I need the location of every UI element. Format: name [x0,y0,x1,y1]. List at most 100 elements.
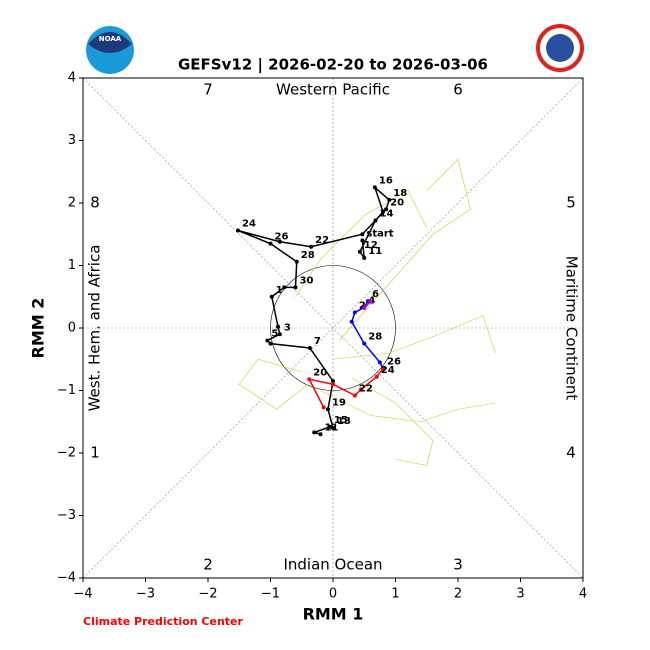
track-point [265,338,270,343]
y-tick-label: 2 [68,196,76,211]
track-line [237,185,391,435]
day-label: 2 [359,300,366,311]
x-tick-label: 4 [579,587,587,602]
phase-label: 1 [90,444,100,462]
logo-text: NOAA [99,35,122,43]
y-tick-label: 3 [68,133,76,148]
track-point [352,393,357,398]
track-point [362,306,367,310]
y-axis-label: RMM 2 [29,298,48,359]
track-point [327,424,332,429]
noaa-logo-top [88,32,132,53]
day-label: 28 [301,250,315,261]
chart-title: GEFSv12 | 2026-02-20 to 2026-03-06 [178,56,488,75]
region-label: Maritime Continent [563,256,581,401]
region-label: Indian Ocean [283,556,382,574]
track-point [318,432,323,437]
day-label: 15 [334,415,348,426]
x-tick-label: −2 [198,587,217,602]
day-label: 13 [337,416,351,427]
track-point [307,346,312,350]
day-label: 26 [387,357,401,368]
day-label: 7 [314,336,321,347]
track-point [374,374,379,379]
day-label: 16 [379,175,393,186]
day-label: 3 [284,322,291,333]
track-point [276,324,280,329]
y-tick-label: −2 [57,446,76,461]
phase-label: 7 [203,81,213,99]
credit: Climate Prediction Center [83,615,243,628]
day-label: 20 [390,197,404,208]
track-point [331,426,335,430]
x-tick-label: 1 [391,587,399,602]
day-label: 26 [275,232,289,243]
track-point [368,299,373,304]
track-point [357,249,362,254]
ensemble-line [320,390,496,423]
track-point [277,332,282,337]
day-label: 30 [300,275,314,286]
track-point [307,377,312,382]
day-label: 5 [271,329,278,340]
track-point [282,285,287,290]
track-point [360,232,365,237]
track-point [362,341,367,346]
track-point [372,185,377,190]
x-tick-label: 2 [454,587,462,602]
region-label: Western Pacific [276,81,390,99]
ensemble-line [295,190,428,297]
x-tick-label: −1 [261,587,280,602]
track-point [268,341,273,346]
x-axis-label: RMM 1 [303,605,364,624]
track-point [381,209,385,214]
track-point [381,366,385,371]
track-point [309,244,314,249]
day-label: start [366,229,393,240]
track-point [362,256,367,260]
phase-label: 6 [453,81,463,99]
x-tick-label: 3 [516,587,524,602]
y-tick-label: 0 [68,321,76,336]
ensemble-line [332,315,496,360]
track-point [331,382,335,387]
phase-label: 5 [566,194,576,212]
track-point [331,379,335,384]
track-point [269,294,274,299]
day-label: 14 [380,209,394,220]
ensemble-line [339,158,471,341]
day-label: 24 [381,365,395,376]
day-label: 19 [332,397,346,408]
day-label: 1 [276,285,283,296]
day-label: 11 [368,246,382,257]
phase-label: 3 [453,556,463,574]
track-point [321,405,326,410]
y-tick-label: −1 [57,383,76,398]
track-point [352,310,357,315]
track-point [387,197,392,202]
x-tick-label: −4 [73,587,92,602]
ensemble-line [238,358,309,410]
track-point [377,360,382,365]
track-point [277,239,282,244]
track-point [294,259,299,264]
phase-label: 4 [566,444,576,462]
ensemble-line [351,377,434,466]
day-label: 11 [325,422,339,433]
day-label: 22 [315,235,329,246]
track-point [359,387,364,392]
track-point [349,319,354,324]
phase-label: 8 [90,194,100,212]
day-label: 28 [368,332,382,343]
y-tick-label: −3 [57,508,76,523]
day-label: 20 [313,367,327,378]
track-point [373,218,378,223]
x-tick-label: 0 [329,587,337,602]
y-tick-label: 4 [68,71,76,86]
region-label: West. Hem. and Africa [86,245,104,412]
nws-logo-inner [546,34,574,62]
day-label: 6 [372,289,379,300]
y-tick-label: 1 [68,258,76,273]
track-point [384,207,389,212]
